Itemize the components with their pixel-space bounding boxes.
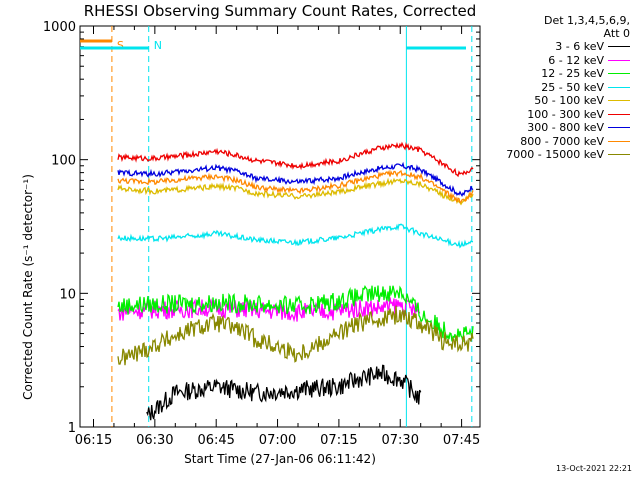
- legend-swatch: [608, 154, 630, 155]
- chart-title: RHESSI Observing Summary Count Rates, Co…: [83, 2, 477, 20]
- detector-info-line-1: Det 1,3,4,5,6,9,: [543, 14, 630, 27]
- x-tick-label: 07:45: [443, 433, 480, 448]
- plot-frame: [79, 25, 481, 428]
- legend-label: 300 - 800 keV: [527, 121, 604, 134]
- series-line: [117, 161, 474, 197]
- series-line: [117, 297, 421, 323]
- series-line: [117, 285, 474, 343]
- legend-entry: 25 - 50 keV: [541, 81, 630, 94]
- series-line: [117, 177, 474, 206]
- series-line: [146, 364, 422, 421]
- x-tick-label: 07:15: [320, 433, 357, 448]
- legend-label: 6 - 12 keV: [548, 53, 604, 67]
- legend-entry: 3 - 6 keV: [555, 40, 630, 53]
- x-tick-label: 06:45: [197, 433, 234, 448]
- legend-entry: 100 - 300 keV: [527, 108, 630, 121]
- legend-swatch: [608, 73, 630, 74]
- series-line: [117, 223, 474, 249]
- event-marker-label: S: [117, 39, 124, 52]
- legend-entry: 300 - 800 keV: [527, 121, 630, 134]
- event-marker-label: N: [154, 39, 162, 52]
- y-tick-label: 1: [68, 421, 76, 436]
- x-tick-label: 06:15: [75, 433, 112, 448]
- legend-entry: 800 - 7000 keV: [520, 135, 630, 148]
- legend-swatch: [608, 100, 630, 101]
- y-tick-label: 1000: [43, 20, 76, 35]
- y-tick-label: 100: [51, 154, 76, 169]
- legend-entry: 12 - 25 keV: [541, 67, 630, 80]
- x-tick-label: 07:00: [259, 433, 296, 448]
- footer-timestamp: 13-Oct-2021 22:21: [556, 464, 632, 473]
- legend-swatch: [608, 86, 630, 88]
- legend-swatch: [608, 127, 630, 128]
- legend-entry: 7000 - 15000 keV: [506, 148, 630, 161]
- legend-label: 50 - 100 keV: [534, 94, 604, 107]
- x-tick-label: 06:30: [136, 433, 173, 448]
- legend-label: 12 - 25 keV: [541, 67, 604, 80]
- x-tick-label: 07:30: [382, 433, 419, 448]
- legend-entry: 6 - 12 keV: [548, 54, 630, 67]
- legend-swatch: [608, 113, 630, 115]
- y-tick-label: 10: [59, 287, 76, 302]
- series-line: [117, 141, 474, 178]
- legend-swatch: [608, 46, 630, 47]
- legend-label: 25 - 50 keV: [541, 80, 604, 94]
- legend-label: 3 - 6 keV: [555, 40, 604, 53]
- legend-swatch: [608, 59, 630, 61]
- legend-label: 7000 - 15000 keV: [506, 148, 604, 161]
- legend-entry: 50 - 100 keV: [534, 94, 630, 107]
- series-line: [117, 305, 474, 366]
- legend-swatch: [608, 140, 630, 142]
- legend-label: 800 - 7000 keV: [520, 134, 604, 148]
- x-axis-label: Start Time (27-Jan-06 06:11:42): [184, 452, 376, 466]
- series-line: [117, 169, 474, 204]
- legend-label: 100 - 300 keV: [527, 107, 604, 121]
- detector-info-line-2: Att 0: [603, 27, 630, 40]
